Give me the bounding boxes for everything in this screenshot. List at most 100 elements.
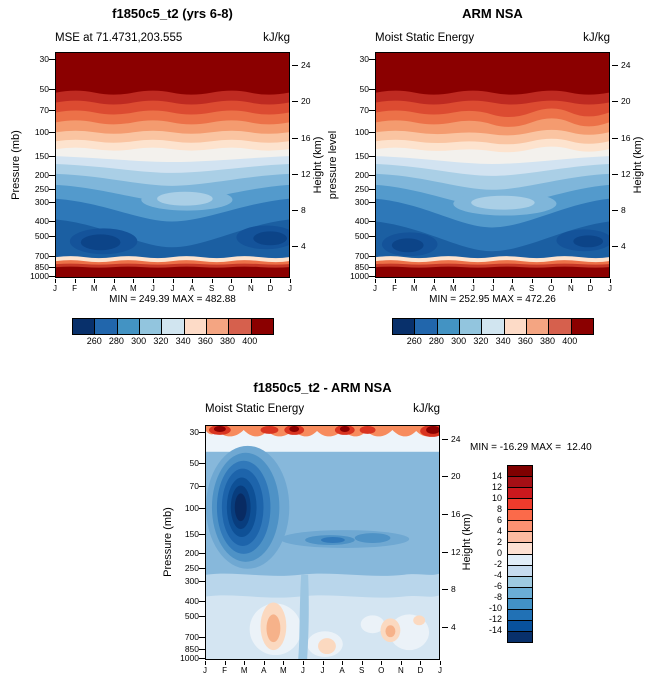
colorbar-segment: [508, 487, 532, 499]
y-axis-label-right: Height (km): [632, 136, 644, 194]
colorbar-segment: [508, 630, 532, 642]
pressure-tick-label: 700: [184, 631, 199, 642]
pressure-tick-mark: [199, 580, 205, 582]
colorbar-segment: [508, 531, 532, 543]
colorbar-segment: [250, 319, 273, 334]
pressure-tick-label: 100: [184, 502, 199, 513]
colorbar-tick-label: 340: [495, 336, 511, 346]
pressure-tick-mark: [369, 221, 375, 223]
height-tick-label: 12: [301, 168, 311, 179]
contour-plot-diff: [205, 425, 440, 660]
month-tick-mark: [414, 279, 416, 283]
colorbar-tick-label: 280: [108, 336, 124, 346]
pressure-tick-mark: [369, 174, 375, 176]
pressure-tick-mark: [49, 275, 55, 277]
colorbar-tick-label: 12: [491, 482, 502, 492]
month-tick-mark: [152, 279, 154, 283]
month-tick-label: D: [267, 284, 274, 293]
month-tick-label: S: [208, 284, 215, 293]
month-tick-label: S: [528, 284, 535, 293]
month-tick-mark: [250, 279, 252, 283]
height-tick-label: 24: [301, 60, 311, 71]
month-tick-mark: [472, 279, 474, 283]
pressure-tick-label: 50: [189, 458, 199, 469]
pressure-tick-mark: [49, 131, 55, 133]
field-label: MSE at 71.4731,203.555: [55, 32, 183, 44]
month-tick-mark: [433, 279, 435, 283]
pressure-tick-label: 850: [354, 262, 369, 273]
month-tick-label: O: [548, 284, 555, 293]
height-tick-mark: [612, 209, 618, 211]
height-tick-mark: [612, 65, 618, 67]
y-axis-label-right: Height (km): [312, 136, 324, 194]
pressure-tick-label: 850: [34, 262, 49, 273]
month-tick-label: D: [587, 284, 594, 293]
pressure-tick-label: 200: [184, 547, 199, 558]
pressure-tick-mark: [49, 58, 55, 60]
pressure-tick-label: 400: [184, 595, 199, 606]
pressure-tick-mark: [199, 600, 205, 602]
height-tick-label: 4: [301, 241, 306, 252]
height-tick-mark: [612, 173, 618, 175]
pressure-tick-mark: [49, 201, 55, 203]
pressure-tick-label: 70: [359, 105, 369, 116]
colorbar-tick-label: 4: [496, 526, 502, 536]
height-tick-label: 20: [451, 471, 461, 482]
panel-obs: ARM NSA Moist Static Energy kJ/kg pressu…: [325, 6, 648, 352]
pressure-tick-mark: [49, 174, 55, 176]
colorbar-tick-label: 2: [496, 537, 502, 547]
pressure-tick-label: 300: [34, 196, 49, 207]
pressure-tick-label: 30: [39, 53, 49, 64]
colorbar-segment: [508, 597, 532, 609]
height-tick-mark: [292, 137, 298, 139]
height-tick-label: 4: [621, 241, 626, 252]
pressure-tick-label: 250: [354, 184, 369, 195]
month-tick-mark: [492, 279, 494, 283]
month-tick-mark: [113, 279, 115, 283]
colorbar-segment: [73, 319, 95, 334]
month-tick-mark: [453, 279, 455, 283]
colorbar-segment: [508, 498, 532, 510]
panel-title: f1850c5_t2 - ARM NSA: [253, 380, 392, 395]
month-tick-mark: [224, 661, 226, 665]
month-tick-label: J: [373, 284, 377, 293]
month-tick-label: A: [261, 666, 267, 675]
month-tick-label: N: [397, 666, 404, 675]
month-tick-label: S: [358, 666, 365, 675]
colorbar-segment: [161, 319, 184, 334]
pressure-tick-label: 1000: [180, 652, 199, 663]
pressure-tick-label: 500: [184, 611, 199, 622]
colorbar-tick-label: -10: [488, 603, 502, 613]
month-tick-mark: [381, 661, 383, 665]
pressure-tick-mark: [199, 657, 205, 659]
height-tick-label: 8: [451, 584, 456, 595]
month-tick-label: J: [288, 284, 292, 293]
colorbar-segment: [508, 542, 532, 554]
month-tick-mark: [302, 661, 304, 665]
pressure-tick-label: 700: [34, 250, 49, 261]
colorbar-tick-label: -12: [488, 614, 502, 624]
colorbar-segment: [508, 476, 532, 488]
month-tick-label: M: [410, 284, 418, 293]
colorbar-tick-label: -2: [493, 559, 502, 569]
month-tick-mark: [231, 279, 233, 283]
month-tick-label: A: [111, 284, 117, 293]
panel-title: ARM NSA: [462, 6, 523, 21]
colorbar-segment: [228, 319, 251, 334]
pressure-tick-mark: [369, 267, 375, 269]
colorbar-tick-label: -6: [493, 581, 502, 591]
height-tick-mark: [612, 101, 618, 103]
pressure-tick-mark: [49, 267, 55, 269]
pressure-tick-mark: [199, 533, 205, 535]
month-tick-mark: [270, 279, 272, 283]
month-tick-label: M: [240, 666, 248, 675]
colorbar-segment: [508, 564, 532, 576]
colorbar-segment: [508, 509, 532, 521]
panel-title: f1850c5_t2 (yrs 6-8): [112, 6, 233, 21]
contour-plot-model: [55, 52, 290, 278]
pressure-tick-label: 250: [34, 184, 49, 195]
minmax-label: MIN = 249.39 MAX = 482.88: [109, 294, 236, 305]
month-tick-mark: [74, 279, 76, 283]
height-tick-label: 12: [451, 546, 461, 557]
colorbar-segment: [525, 319, 549, 334]
